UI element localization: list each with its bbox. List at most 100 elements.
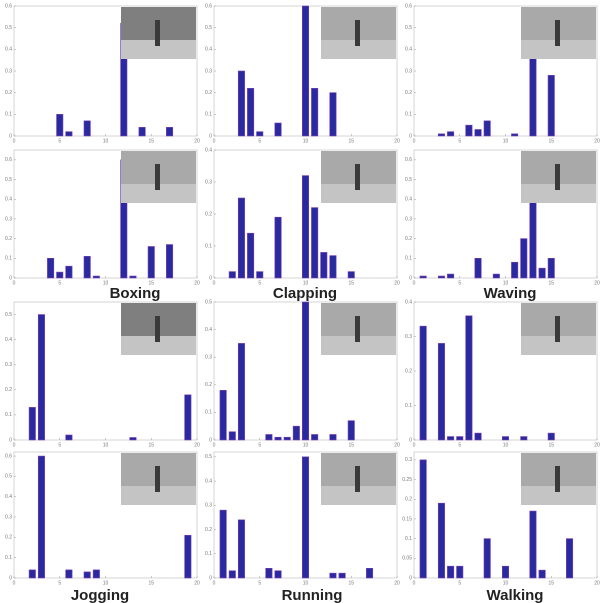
y-tick-label: 0.6 [205,3,212,9]
y-tick-label: 0.25 [402,477,412,483]
bar [229,571,235,578]
x-tick-label: 20 [594,138,600,144]
bar [475,433,481,440]
x-tick-label: 0 [213,442,216,448]
bar [57,114,63,136]
bar [257,272,263,278]
y-tick-label: 0.6 [405,157,412,163]
bar [275,437,281,440]
bar [484,539,490,578]
x-tick-label: 5 [58,280,61,286]
x-tick-label: 10 [503,580,509,586]
bar [29,570,35,578]
figure: Boxing Clapping Waving Jogging Running W… [0,0,600,603]
y-tick-label: 0.3 [5,68,12,74]
x-tick-label: 5 [258,580,261,586]
y-tick-label: 0.1 [205,243,212,249]
x-tick-label: 10 [303,580,309,586]
bar [311,88,317,136]
y-tick-label: 0.3 [405,216,412,222]
y-tick-label: 0.2 [205,211,212,217]
y-tick-label: 0.5 [205,454,212,460]
y-tick-label: 0.5 [5,25,12,31]
x-tick-label: 10 [503,280,509,286]
bar [302,302,308,440]
x-tick-label: 15 [348,138,354,144]
bar [93,276,99,278]
y-tick-label: 0.5 [5,474,12,480]
bar [84,572,90,578]
x-tick-label: 0 [213,580,216,586]
bar [521,437,527,440]
x-tick-label: 15 [548,580,554,586]
x-tick-label: 0 [213,138,216,144]
y-tick-label: 0.2 [5,387,12,393]
x-tick-label: 20 [394,442,400,448]
x-tick-label: 0 [13,442,16,448]
person [355,316,360,342]
x-tick-label: 5 [458,442,461,448]
x-tick-label: 20 [594,442,600,448]
bar [275,217,281,278]
bar [447,132,453,136]
x-tick-label: 15 [548,280,554,286]
bar [29,407,35,440]
bar [330,573,336,578]
bar [447,274,453,278]
bar [266,568,272,578]
y-tick-label: 0.3 [205,503,212,509]
bar [548,75,554,136]
y-tick-label: 0.1 [405,536,412,542]
person [355,20,360,46]
x-tick-label: 0 [413,442,416,448]
y-tick-label: 0.4 [405,47,412,53]
x-tick-label: 15 [148,442,154,448]
y-tick-label: 0.5 [405,25,412,31]
person [555,466,560,492]
x-tick-label: 15 [548,442,554,448]
bar [475,130,481,137]
bar [420,326,426,440]
bar [438,343,444,440]
bar [539,570,545,578]
y-tick-label: 0.1 [405,403,412,409]
bar [466,125,472,136]
y-tick-label: 0.2 [405,236,412,242]
bar [457,437,463,440]
y-tick-label: 0.6 [5,157,12,163]
bar [511,134,517,136]
x-tick-label: 20 [594,280,600,286]
person [555,20,560,46]
bar [330,256,336,278]
bar [148,246,154,278]
x-tick-label: 15 [548,138,554,144]
caption: Boxing [110,285,161,302]
y-tick-label: 0.3 [205,68,212,74]
page: {"captions": ["Boxing", "Clapping", "Wav… [0,0,600,603]
y-tick-label: 0.2 [405,90,412,96]
bar [420,276,426,278]
y-tick-label: 0.3 [405,457,412,463]
bar [330,93,336,136]
x-tick-label: 20 [394,280,400,286]
caption: Waving [484,285,537,302]
x-tick-label: 10 [503,138,509,144]
bar [238,520,244,578]
y-tick-label: 0.3 [405,68,412,74]
y-tick-label: 0.1 [205,112,212,118]
y-tick-label: 0.1 [405,112,412,118]
bar [166,127,172,136]
bar [321,252,327,278]
bar [257,132,263,136]
bar [57,272,63,278]
x-tick-label: 10 [303,280,309,286]
bar [348,421,354,440]
y-tick-label: 0.6 [5,3,12,9]
bar [457,566,463,578]
x-tick-label: 10 [303,138,309,144]
bar [302,457,308,578]
bar [185,535,191,578]
x-tick-label: 20 [394,580,400,586]
bar [438,503,444,578]
bar [38,315,44,440]
